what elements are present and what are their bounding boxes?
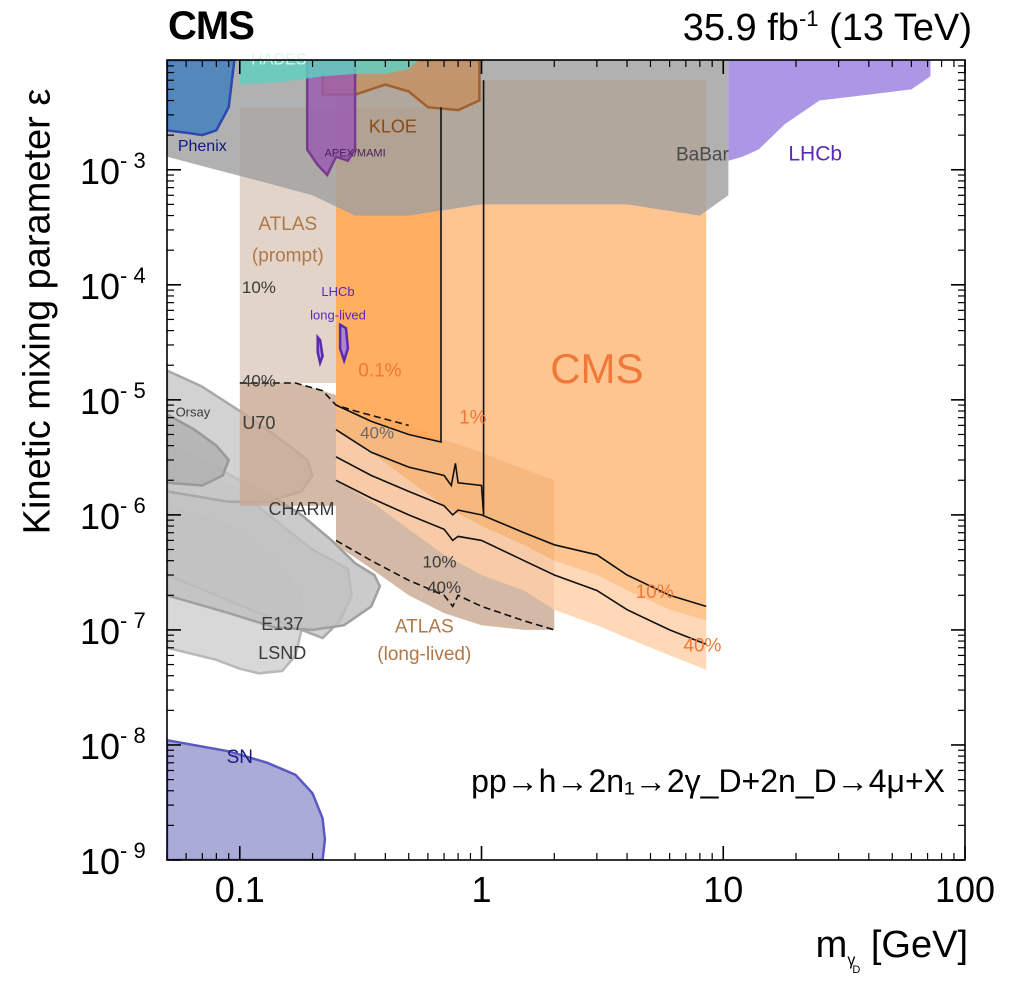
y-tick-label: 10- 5 xyxy=(80,378,146,422)
annotation-prompt: (prompt) xyxy=(252,245,324,266)
annotation-cms: CMS xyxy=(550,345,643,392)
process-label: pp→h→2n₁→2γ_D+2n_D→4μ+X xyxy=(471,763,945,799)
annotation-lsnd: LSND xyxy=(258,643,306,663)
region-orsay xyxy=(167,412,231,487)
annotation-long-lived: long-lived xyxy=(310,307,366,322)
annotation-atlas: ATLAS xyxy=(395,617,454,638)
luminosity-value: 35.9 fb xyxy=(682,7,799,49)
region-hades xyxy=(239,60,419,85)
luminosity-exponent: -1 xyxy=(798,6,819,31)
energy-label: (13 TeV) xyxy=(829,7,972,49)
annotation-lhcb: LHCb xyxy=(788,143,842,166)
annotation-40: 40% xyxy=(360,424,394,443)
annotation-lhcb: LHCb xyxy=(321,284,354,299)
region-lhcb-long-lived-b xyxy=(338,322,350,365)
y-axis-title: Kinetic mixing parameter ε xyxy=(16,88,59,535)
curve-atlas-long-lived-lower xyxy=(335,539,555,631)
x-axis-subscript: γ xyxy=(847,952,856,969)
y-tick-label: 10- 8 xyxy=(80,723,146,767)
annotation-apex-mami: APEX/MAMI xyxy=(325,148,386,160)
x-tick-label: 10 xyxy=(703,869,743,910)
annotation-phenix: Phenix xyxy=(178,138,227,155)
annotation-orsay: Orsay xyxy=(176,404,211,419)
contour-curves xyxy=(239,80,707,646)
annotation-1: 1% xyxy=(459,408,487,429)
annotation-sn: SN xyxy=(227,747,253,768)
curve-cms-40 xyxy=(335,479,707,646)
annotation-10: 10% xyxy=(636,582,674,603)
annotation-kloe: KLOE xyxy=(369,117,417,137)
region-lhcb xyxy=(728,60,931,161)
annotation-40: 40% xyxy=(683,635,721,656)
region-sn xyxy=(167,738,327,860)
x-axis-subsubscript: D xyxy=(852,964,861,976)
region-lhcb-long-lived-a xyxy=(316,333,324,368)
annotation-10: 10% xyxy=(422,552,456,571)
x-tick-label: 0.1 xyxy=(215,869,265,910)
y-tick-label: 10- 3 xyxy=(80,148,146,192)
x-axis-title: mγD [GeV] xyxy=(816,924,968,976)
annotation-u70: U70 xyxy=(242,413,275,433)
annotation-e137: E137 xyxy=(261,614,303,634)
annotation-0-1: 0.1% xyxy=(358,360,401,381)
y-tick-label: 10- 9 xyxy=(80,838,146,882)
curve-cms-0-1 xyxy=(335,107,442,444)
curve-cms-10 xyxy=(335,456,707,608)
region-labels: CMS 0.1% 1% 10% 40% ATLAS (prompt) 10% 40% 40% 10%… xyxy=(176,52,842,768)
annotation-charm: CHARM xyxy=(269,499,335,519)
x-axis-unit: [GeV] xyxy=(870,924,968,966)
annotation-babar: BaBar xyxy=(676,145,729,166)
annotation-atlas: ATLAS xyxy=(258,214,317,235)
y-tick-label: 10- 4 xyxy=(80,263,146,307)
experiment-label: CMS xyxy=(168,4,255,48)
x-tick-label: 100 xyxy=(935,869,995,910)
exclusion-regions xyxy=(167,60,931,860)
annotation-long-lived: (long-lived) xyxy=(377,644,471,665)
annotation-40: 40% xyxy=(242,372,276,391)
luminosity-label: 35.9 fb-1 (13 TeV) xyxy=(683,6,972,50)
region-apex-mami xyxy=(305,60,357,178)
curve-cms-1 xyxy=(335,80,485,515)
y-tick-label: 10- 7 xyxy=(80,608,146,652)
region-phenix xyxy=(167,60,236,137)
y-tick-label: 10- 6 xyxy=(80,493,146,537)
x-axis-symbol: m xyxy=(815,924,848,966)
annotation-40: 40% xyxy=(427,578,461,597)
x-tick-label: 1 xyxy=(471,869,491,910)
annotation-10: 10% xyxy=(242,278,276,297)
region-cms-10-band xyxy=(336,429,707,670)
curve-atlas-long-lived-40 xyxy=(239,382,409,427)
